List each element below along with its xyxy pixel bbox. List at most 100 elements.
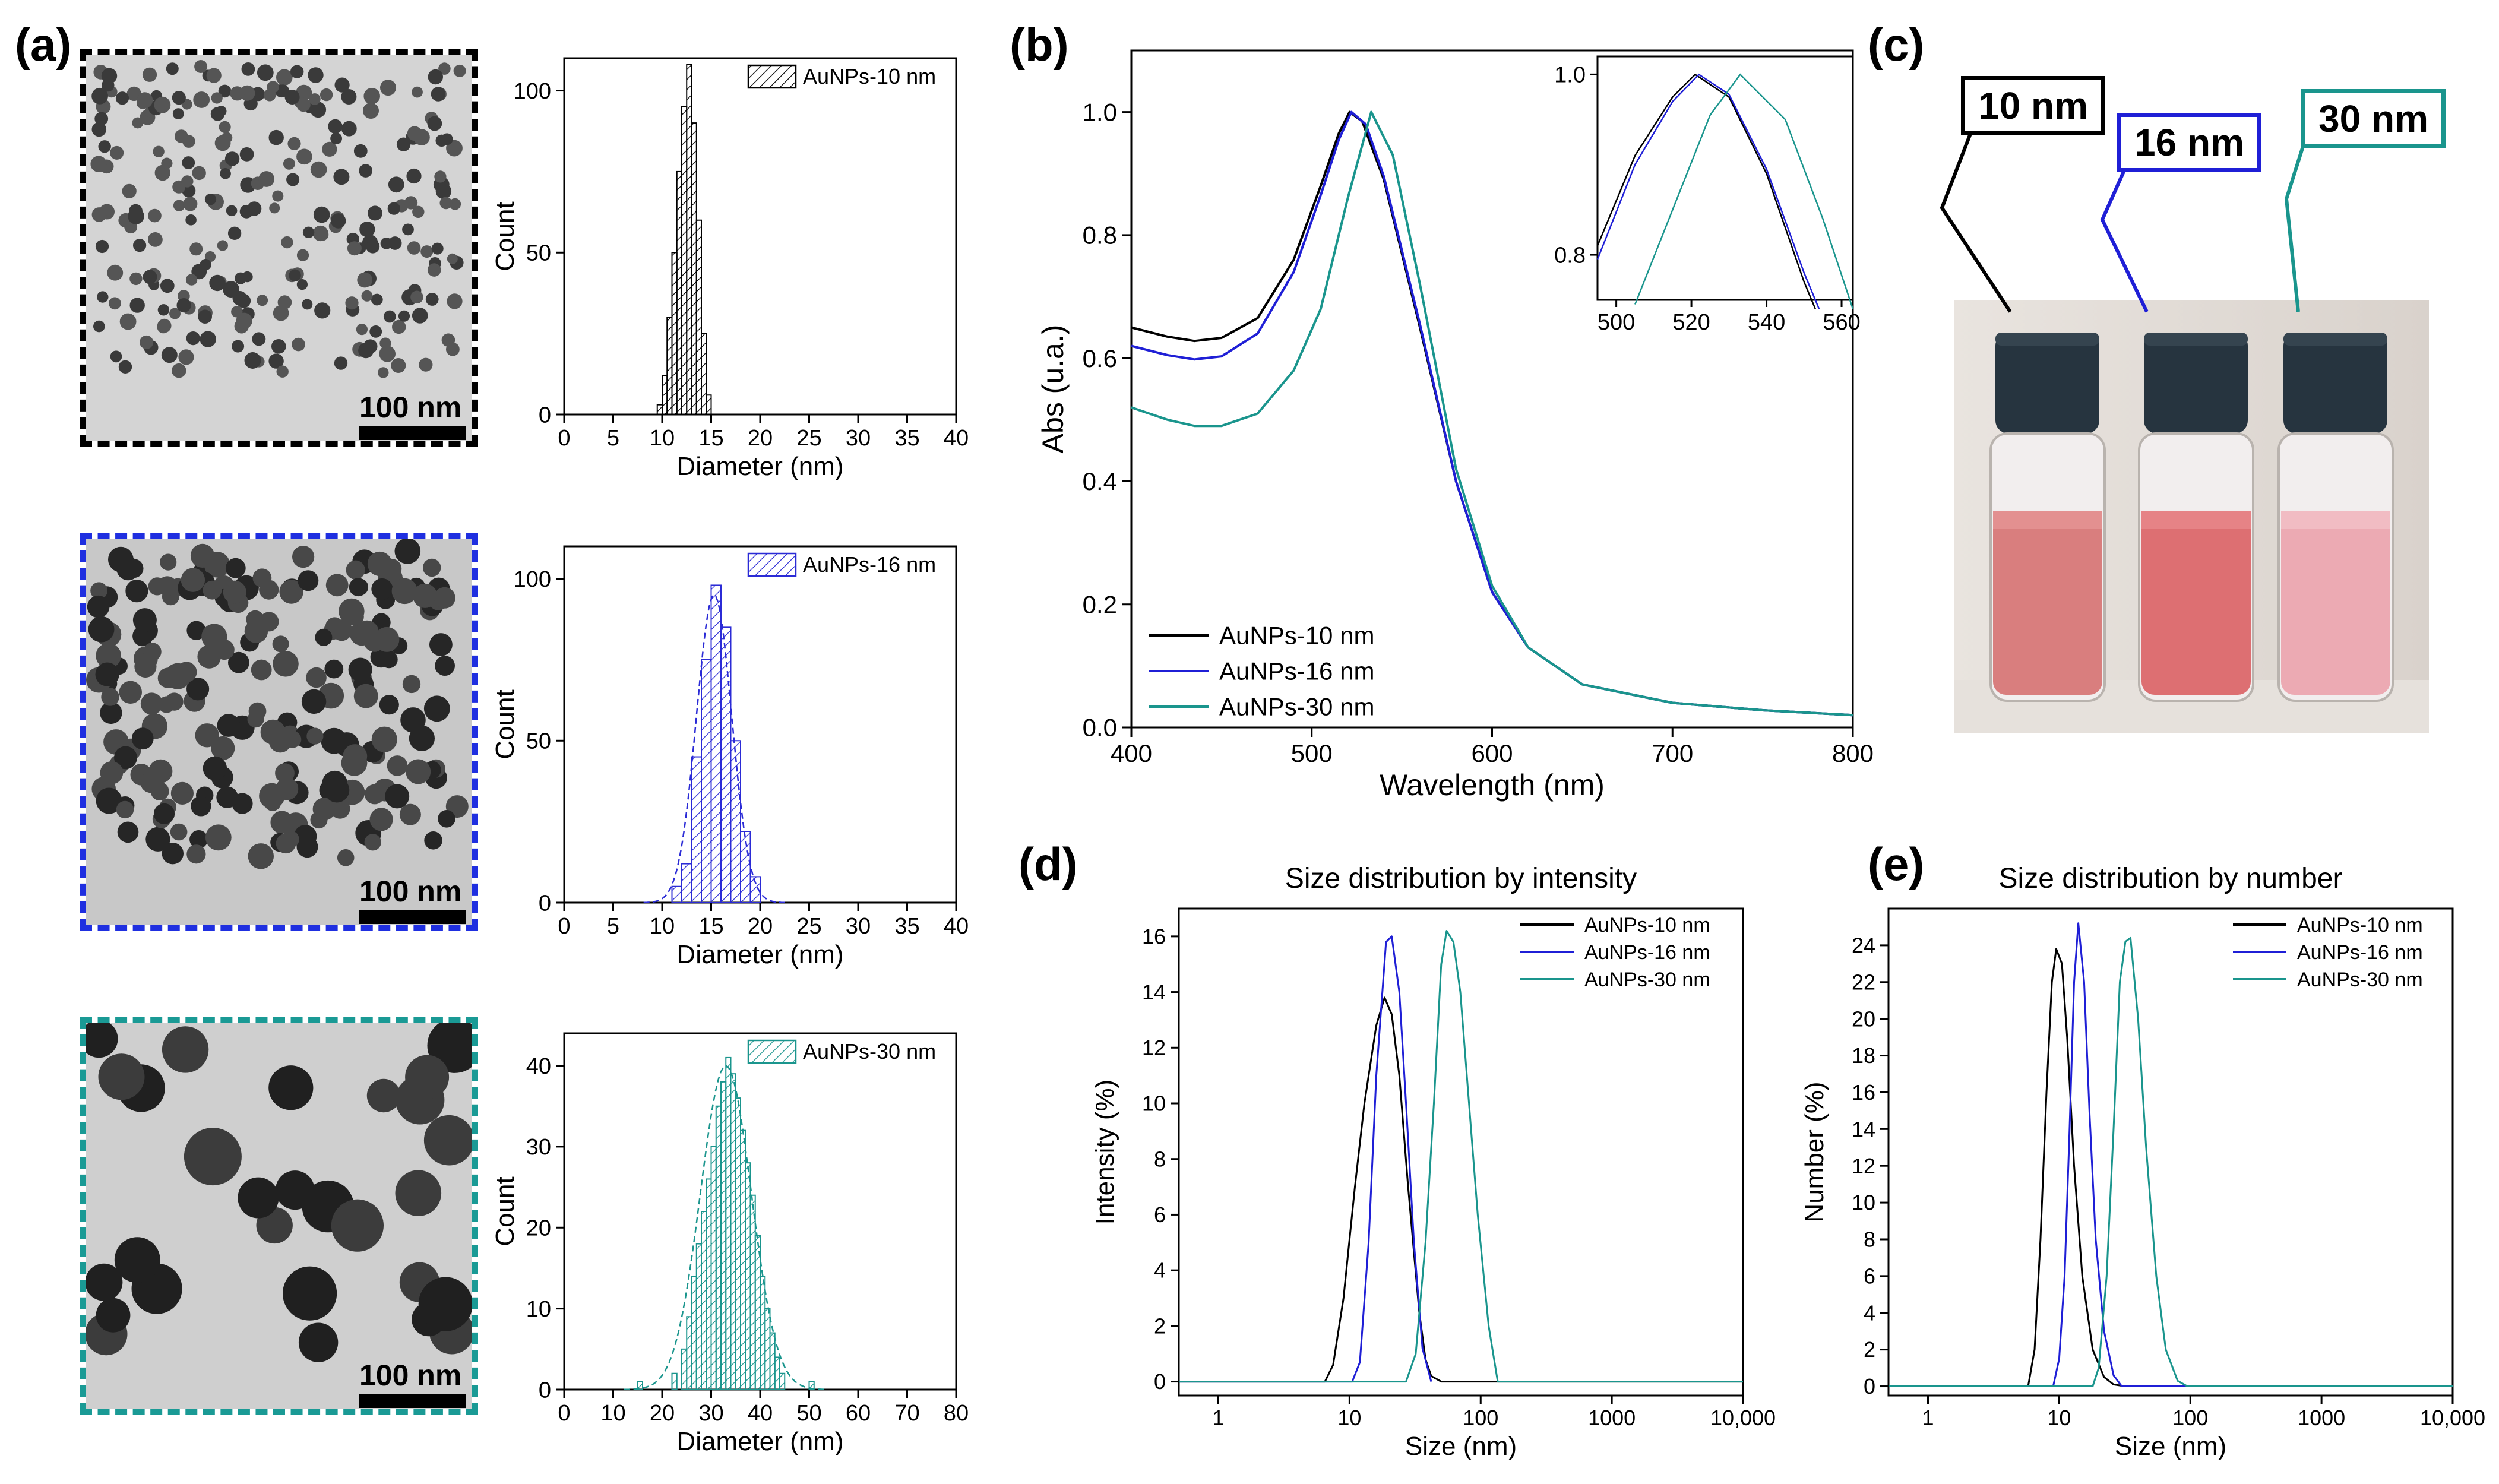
scale-bar-label: 100 nm — [359, 1359, 462, 1392]
nanoparticle — [194, 60, 208, 73]
panel-label-a: (a) — [15, 18, 72, 71]
x-tick-label: 520 — [1672, 310, 1710, 335]
nanoparticle — [275, 763, 295, 783]
y-tick-label: 8 — [1864, 1227, 1875, 1252]
nanoparticle — [334, 77, 350, 93]
x-tick-label: 0 — [558, 426, 570, 451]
nanoparticle — [361, 290, 373, 302]
nanoparticle — [394, 539, 421, 564]
x-tick-label: 100 — [2172, 1406, 2208, 1430]
nanoparticle — [170, 823, 188, 841]
chart-title: Size distribution by number — [1999, 863, 2343, 894]
y-tick-label: 6 — [1864, 1264, 1875, 1288]
nanoparticle — [186, 844, 206, 864]
nanoparticle — [143, 643, 162, 661]
nanoparticle — [347, 241, 362, 256]
nanoparticle — [345, 296, 359, 310]
nanoparticle — [236, 312, 252, 329]
nanoparticle — [381, 558, 402, 579]
nanoparticle — [223, 580, 246, 604]
x-tick-label: 500 — [1291, 739, 1333, 767]
nanoparticle — [110, 350, 122, 363]
x-tick-label: 100 — [1463, 1406, 1498, 1430]
nanoparticle — [431, 87, 446, 102]
nanoparticle — [119, 313, 137, 330]
nanoparticle — [158, 696, 175, 713]
nanoparticle — [434, 587, 455, 609]
y-tick-label: 0 — [539, 403, 551, 428]
nanoparticle — [184, 1128, 242, 1186]
nanoparticle — [173, 200, 185, 211]
nanoparticle — [220, 168, 231, 179]
tem-particles-10nm — [86, 55, 472, 441]
nanoparticle — [298, 1322, 339, 1362]
x-tick-label: 70 — [894, 1401, 919, 1426]
y-tick-label: 6 — [1154, 1203, 1166, 1227]
nanoparticle — [107, 264, 124, 281]
x-tick-label: 5 — [607, 426, 619, 451]
nanoparticle — [186, 678, 210, 701]
nanoparticle — [368, 205, 382, 221]
nanoparticle — [198, 309, 212, 324]
nanoparticle — [258, 171, 275, 187]
nanoparticle — [129, 272, 143, 286]
scale-bar-label: 100 nm — [359, 391, 462, 424]
y-tick-label: 4 — [1864, 1301, 1875, 1325]
nanoparticle — [407, 241, 421, 255]
nanoparticle — [371, 578, 393, 600]
nanoparticle — [133, 239, 147, 252]
nanoparticle — [248, 843, 274, 869]
nanoparticle — [246, 610, 265, 629]
nanoparticle — [279, 580, 303, 604]
legend: AuNPs-10 nm — [747, 64, 936, 89]
nanoparticle — [172, 91, 186, 105]
x-axis-label: Diameter (nm) — [676, 940, 843, 969]
nanoparticle — [162, 843, 184, 865]
nanoparticle — [162, 1026, 209, 1073]
nanoparticle — [392, 319, 406, 334]
nanoparticle — [330, 132, 342, 145]
nanoparticle — [257, 295, 268, 306]
nanoparticle — [217, 714, 241, 737]
y-tick-label: 10 — [1852, 1191, 1875, 1215]
y-tick-label: 0 — [539, 891, 551, 916]
nanoparticle — [201, 624, 227, 650]
bar — [706, 394, 712, 415]
nanoparticle — [314, 302, 331, 319]
nanoparticle — [232, 340, 245, 353]
y-axis-label: Count — [491, 689, 520, 759]
nanoparticle — [96, 643, 121, 669]
bar — [637, 1381, 643, 1390]
nanoparticle — [379, 695, 399, 715]
x-tick-label: 30 — [698, 1401, 723, 1426]
nanoparticle — [145, 827, 170, 852]
legend-swatch — [747, 552, 797, 577]
x-tick-label: 40 — [944, 426, 969, 451]
chart-title: Size distribution by intensity — [1285, 863, 1637, 894]
nanoparticle — [227, 226, 242, 240]
nanoparticle — [330, 213, 346, 229]
x-tick-label: 1000 — [2298, 1406, 2345, 1430]
y-axis-label: Abs (u.a.) — [1036, 325, 1070, 454]
nanoparticle — [223, 281, 239, 298]
nanoparticle — [231, 306, 243, 318]
nanoparticle — [296, 97, 311, 112]
nanoparticle — [431, 242, 444, 255]
nanoparticle — [219, 121, 231, 133]
nanoparticle — [385, 784, 410, 809]
nanoparticle — [427, 263, 441, 277]
nanoparticle — [328, 119, 343, 134]
nanoparticle — [96, 787, 122, 814]
y-tick-label: 12 — [1142, 1036, 1166, 1060]
x-tick-label: 800 — [1832, 739, 1874, 767]
nanoparticle — [211, 736, 235, 760]
x-tick-label: 5 — [607, 914, 619, 939]
nanoparticle — [355, 620, 379, 644]
nanoparticle — [238, 1177, 279, 1219]
y-tick-label: 20 — [526, 1216, 551, 1241]
nanoparticle — [191, 796, 211, 817]
nanoparticle — [129, 298, 145, 313]
nanoparticle — [366, 239, 380, 254]
vial-label-30nm: 30 nm — [2301, 89, 2446, 148]
